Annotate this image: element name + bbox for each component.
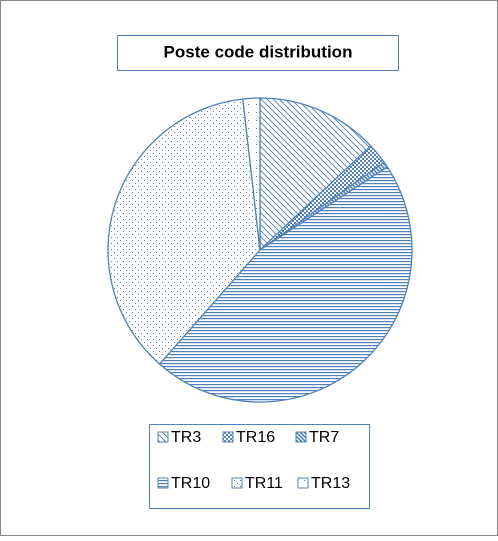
legend-label: TR13 (311, 475, 350, 492)
title-box (117, 35, 399, 71)
legend-swatch (295, 431, 307, 443)
legend-swatch (231, 477, 243, 489)
pie-slice (242, 97, 261, 251)
legend-box (149, 424, 370, 509)
legend-label: TR7 (309, 429, 339, 446)
legend-label: TR11 (245, 475, 283, 492)
legend-label: TR3 (171, 429, 201, 446)
legend-swatch (157, 477, 169, 489)
legend-label: TR16 (236, 429, 275, 446)
legend-swatch (157, 431, 169, 443)
legend-swatch (222, 431, 234, 443)
pie-slice (259, 97, 372, 252)
chart-title: Poste code distribution (164, 42, 353, 61)
pie-slice (158, 166, 413, 403)
legend-label: TR10 (171, 475, 210, 492)
legend-swatch (297, 477, 309, 489)
pie-slice (107, 98, 261, 365)
